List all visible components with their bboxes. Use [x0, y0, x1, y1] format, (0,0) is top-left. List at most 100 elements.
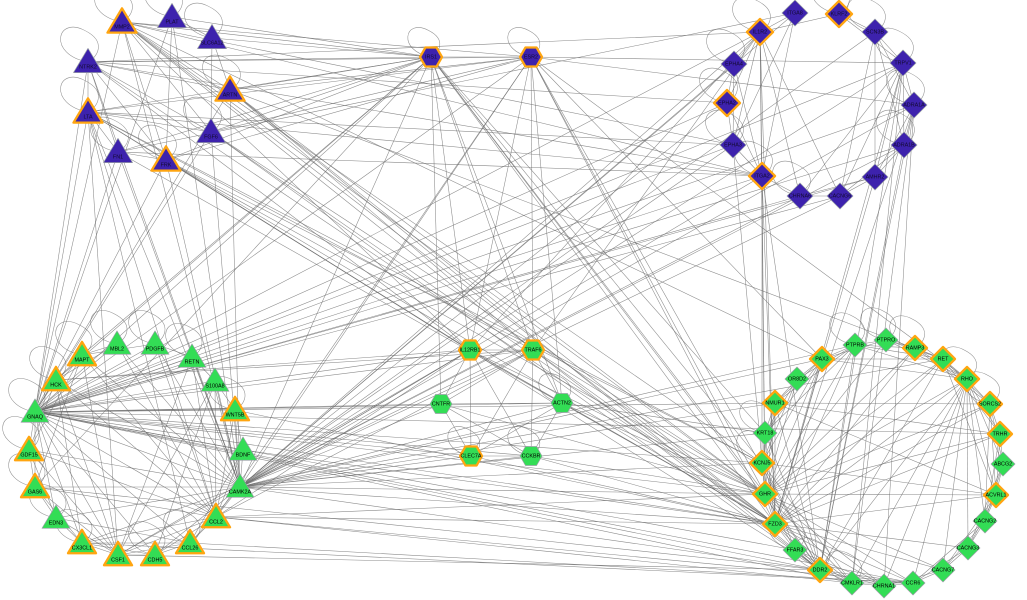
- edge: [55, 379, 241, 488]
- self-loop-edge: [2, 416, 40, 451]
- graph-node-mmp2[interactable]: [106, 7, 138, 34]
- graph-node-slc6a12[interactable]: [197, 24, 227, 50]
- graph-node-mbl2[interactable]: [102, 330, 132, 355]
- graph-node-chrna1[interactable]: [871, 573, 897, 599]
- graph-node-fgf6[interactable]: [196, 117, 226, 144]
- graph-node-krt18[interactable]: [752, 420, 778, 446]
- graph-node-camk2a[interactable]: [225, 473, 255, 498]
- edge: [764, 402, 776, 495]
- edge: [794, 549, 885, 587]
- edge: [774, 433, 1001, 525]
- graph-node-adra1b[interactable]: [890, 131, 918, 159]
- graph-node-epha4[interactable]: [720, 50, 748, 78]
- edge: [117, 349, 471, 556]
- graph-node-ccl26[interactable]: [174, 528, 206, 555]
- edge: [821, 358, 968, 380]
- graph-node-frk[interactable]: [150, 145, 182, 172]
- graph-node-ptpro[interactable]: [873, 327, 899, 353]
- graph-node-rho[interactable]: [953, 365, 981, 393]
- graph-node-fzd3[interactable]: [761, 510, 789, 538]
- graph-node-kcnj5[interactable]: [748, 449, 776, 477]
- graph-node-ntrk2[interactable]: [73, 47, 103, 74]
- graph-node-ramp3[interactable]: [901, 334, 929, 362]
- edge: [239, 349, 471, 488]
- graph-node-edn3[interactable]: [41, 504, 71, 529]
- graph-node-chrna6[interactable]: [786, 182, 814, 210]
- graph-node-amhr2[interactable]: [861, 163, 889, 191]
- graph-node-retn[interactable]: [177, 343, 207, 368]
- edge: [430, 56, 776, 525]
- graph-node-epha3[interactable]: [719, 131, 747, 159]
- graph-node-gdf15[interactable]: [13, 435, 45, 462]
- edge: [532, 349, 766, 495]
- graph-node-cacng7[interactable]: [930, 557, 956, 583]
- edge: [34, 56, 432, 488]
- graph-node-wnt5b[interactable]: [219, 395, 251, 422]
- graph-node-ccr6[interactable]: [900, 570, 926, 596]
- graph-node-cckbr[interactable]: [519, 446, 543, 466]
- graph-node-il12rb1[interactable]: [457, 339, 483, 361]
- graph-node-gnaq[interactable]: [20, 398, 50, 423]
- graph-node-hck[interactable]: [40, 365, 72, 392]
- edge: [470, 455, 776, 525]
- graph-node-ddr2[interactable]: [806, 556, 834, 584]
- graph-node-cntfr[interactable]: [429, 394, 453, 414]
- edge: [530, 56, 766, 495]
- graph-node-artn[interactable]: [214, 75, 246, 102]
- graph-node-cmklr1[interactable]: [839, 570, 865, 596]
- edge: [34, 349, 471, 413]
- graph-node-bdnf[interactable]: [228, 436, 258, 461]
- edge: [470, 349, 534, 457]
- graph-node-klrf2[interactable]: [824, 0, 854, 29]
- graph-node-acvrl1[interactable]: [982, 481, 1010, 509]
- graph-node-ffar3[interactable]: [782, 537, 808, 563]
- graph-node-ret[interactable]: [929, 345, 957, 373]
- edge: [121, 21, 776, 525]
- graph-node-gas6[interactable]: [19, 472, 51, 499]
- edge: [121, 21, 231, 91]
- graph-node-il1r2[interactable]: [745, 17, 775, 47]
- graph-node-scn3b[interactable]: [861, 18, 889, 46]
- graph-node-lta[interactable]: [72, 97, 104, 124]
- graph-node-epha2[interactable]: [712, 88, 742, 118]
- graph-node-irs1[interactable]: [418, 46, 444, 68]
- edge: [239, 455, 472, 488]
- graph-node-itga2[interactable]: [747, 161, 777, 191]
- graph-node-csf1[interactable]: [102, 540, 134, 567]
- graph-node-abcg2[interactable]: [990, 451, 1016, 477]
- graph-node-esr2[interactable]: [518, 46, 544, 68]
- graph-node-cacng2[interactable]: [972, 508, 998, 534]
- graph-node-cdh5[interactable]: [139, 540, 171, 567]
- graph-node-cx3cl1[interactable]: [66, 528, 98, 555]
- graph-node-traf6[interactable]: [520, 339, 546, 361]
- self-loop-edge: [847, 0, 886, 33]
- graph-node-pax3[interactable]: [808, 345, 836, 373]
- graph-node-pdgfb[interactable]: [140, 330, 170, 355]
- graph-node-trpv1[interactable]: [889, 49, 917, 77]
- graph-node-adra1a[interactable]: [900, 91, 928, 119]
- graph-node-ccl2[interactable]: [200, 502, 232, 529]
- graph-node-fn1[interactable]: [103, 138, 133, 164]
- graph-node-itga8[interactable]: [781, 0, 809, 27]
- graph-node-ghr[interactable]: [751, 480, 779, 508]
- graph-node-nmur1[interactable]: [761, 389, 789, 417]
- edge: [34, 89, 231, 413]
- graph-node-sorcs2[interactable]: [976, 390, 1004, 418]
- edge: [761, 462, 796, 551]
- edge: [764, 378, 798, 495]
- graph-node-or8d2[interactable]: [784, 366, 810, 392]
- graph-node-cacng3[interactable]: [955, 535, 981, 561]
- edge: [165, 159, 766, 495]
- graph-node-cacng6[interactable]: [826, 182, 854, 210]
- graph-node-plat[interactable]: [157, 2, 187, 29]
- graph-node-actn2[interactable]: [550, 393, 574, 413]
- edge: [239, 102, 728, 488]
- edge: [229, 89, 776, 525]
- graph-node-clec7a[interactable]: [458, 445, 484, 467]
- graph-node-s100a8[interactable]: [200, 367, 230, 392]
- graph-node-trhr[interactable]: [986, 420, 1014, 448]
- edge: [530, 455, 776, 525]
- graph-node-ptprb[interactable]: [842, 332, 868, 358]
- graph-node-mapt[interactable]: [66, 340, 98, 367]
